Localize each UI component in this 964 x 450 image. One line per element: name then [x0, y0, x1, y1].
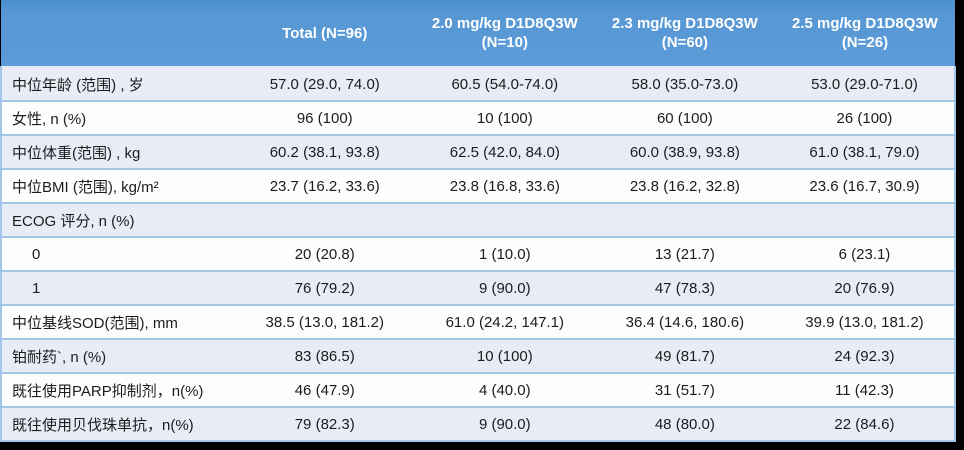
data-table: Total (N=96) 2.0 mg/kg D1D8Q3W (N=10) 2.3 m… [0, 0, 957, 442]
cell-value: 57.0 (29.0, 74.0) [234, 66, 415, 101]
cell-value: 62.5 (42.0, 84.0) [414, 134, 595, 169]
table-row: 中位BMI (范围), kg/m² 23.7 (16.2, 33.6) 23.8 (… [0, 168, 957, 203]
row-label: 铂耐药`, n (%) [0, 338, 235, 373]
baseline-characteristics-table: Total (N=96) 2.0 mg/kg D1D8Q3W (N=10) 2.3 m… [0, 0, 957, 442]
cell-value: 46 (47.9) [234, 372, 415, 407]
cell-value: 60.2 (38.1, 93.8) [234, 134, 415, 169]
cell-value: 10 (100) [414, 100, 595, 135]
cell-value: 60.5 (54.0-74.0) [414, 66, 595, 101]
cell-value: 20 (76.9) [774, 270, 957, 305]
cell-value: 49 (81.7) [594, 338, 775, 373]
cell-value: 39.9 (13.0, 181.2) [774, 304, 957, 339]
cell-value: 6 (23.1) [774, 236, 957, 271]
table-row: ECOG 评分, n (%) [0, 202, 957, 237]
cell-value: 24 (92.3) [774, 338, 957, 373]
table-row: 中位体重(范围) , kg 60.2 (38.1, 93.8) 62.5 (42.0… [0, 134, 957, 169]
table-row: 既往使用PARP抑制剂，n(%) 46 (47.9) 4 (40.0) 31 (51.… [0, 372, 957, 407]
cell-value: 79 (82.3) [234, 406, 415, 442]
cell-value [414, 202, 595, 237]
cell-value: 22 (84.6) [774, 406, 957, 442]
cell-value: 60.0 (38.9, 93.8) [594, 134, 775, 169]
cell-value: 47 (78.3) [594, 270, 775, 305]
table-head: Total (N=96) 2.0 mg/kg D1D8Q3W (N=10) 2.3 m… [1, 0, 955, 67]
row-label: 中位年龄 (范围) , 岁 [0, 66, 235, 101]
row-label: 1 [0, 270, 235, 305]
cell-value: 53.0 (29.0-71.0) [774, 66, 957, 101]
cell-value: 61.0 (24.2, 147.1) [414, 304, 595, 339]
cell-value: 36.4 (14.6, 180.6) [594, 304, 775, 339]
cell-value: 23.7 (16.2, 33.6) [234, 168, 415, 203]
cell-value: 4 (40.0) [414, 372, 595, 407]
header-line2: (N=10) [481, 34, 528, 51]
table-body: 中位年龄 (范围) , 岁 57.0 (29.0, 74.0) 60.5 (54.0… [0, 66, 957, 442]
table-row: 铂耐药`, n (%) 83 (86.5) 10 (100) 49 (81.7) 24 … [0, 338, 957, 373]
cell-value: 13 (21.7) [594, 236, 775, 271]
table-row: 女性, n (%) 96 (100) 10 (100) 60 (100) 26 (100… [0, 100, 957, 135]
cell-value: 48 (80.0) [594, 406, 775, 442]
cell-value: 38.5 (13.0, 181.2) [234, 304, 415, 339]
header-cell-group: 2.0 mg/kg D1D8Q3W (N=10) [414, 0, 595, 67]
row-label: 中位BMI (范围), kg/m² [0, 168, 235, 203]
cell-value [774, 202, 957, 237]
table-header-row: Total (N=96) 2.0 mg/kg D1D8Q3W (N=10) 2.3 m… [1, 0, 955, 67]
header-line2: (N=60) [661, 34, 709, 51]
row-label: 既往使用贝伐珠单抗，n(%) [0, 406, 235, 442]
row-label: 既往使用PARP抑制剂，n(%) [0, 372, 235, 407]
header-line1: 2.5 mg/kg D1D8Q3W [792, 15, 938, 32]
header-cell-row-label [1, 0, 235, 67]
header-line1: 2.3 mg/kg D1D8Q3W [611, 15, 758, 32]
cell-value: 1 (10.0) [414, 236, 595, 271]
cell-value: 20 (20.8) [234, 236, 415, 271]
cell-value: 9 (90.0) [414, 406, 595, 442]
cell-value: 96 (100) [234, 100, 415, 135]
table-row: 1 76 (79.2) 9 (90.0) 47 (78.3) 20 (76.9) [0, 270, 957, 305]
cell-value: 58.0 (35.0-73.0) [594, 66, 775, 101]
cell-value: 60 (100) [594, 100, 775, 135]
cell-value: 26 (100) [774, 100, 957, 135]
row-label: 0 [0, 236, 235, 271]
cell-value: 10 (100) [414, 338, 595, 373]
cell-value: 31 (51.7) [594, 372, 775, 407]
cell-value: 76 (79.2) [234, 270, 415, 305]
header-line1: Total (N=96) [282, 24, 368, 42]
cell-value [234, 202, 415, 237]
header-line2: (N=26) [841, 34, 889, 51]
header-cell-group: 2.3 mg/kg D1D8Q3W (N=60) [594, 0, 775, 67]
cell-value [594, 202, 775, 237]
header-cell-group: Total (N=96) [234, 0, 415, 67]
table-row: 中位基线SOD(范围), mm 38.5 (13.0, 181.2) 61.0 (2… [0, 304, 957, 339]
row-label: 中位体重(范围) , kg [0, 134, 235, 169]
cell-value: 23.6 (16.7, 30.9) [774, 168, 957, 203]
cell-value: 83 (86.5) [234, 338, 415, 373]
header-cell-group: 2.5 mg/kg D1D8Q3W (N=26) [774, 0, 955, 67]
cell-value: 9 (90.0) [414, 270, 595, 305]
table-row: 既往使用贝伐珠单抗，n(%) 79 (82.3) 9 (90.0) 48 (80.0)… [0, 406, 957, 442]
cell-value: 61.0 (38.1, 79.0) [774, 134, 957, 169]
table-row: 中位年龄 (范围) , 岁 57.0 (29.0, 74.0) 60.5 (54.0… [0, 66, 957, 101]
row-label: 女性, n (%) [0, 100, 235, 135]
cell-value: 11 (42.3) [774, 372, 957, 407]
header-line1: 2.0 mg/kg D1D8Q3W [431, 15, 578, 32]
cell-value: 23.8 (16.2, 32.8) [594, 168, 775, 203]
table-row: 0 20 (20.8) 1 (10.0) 13 (21.7) 6 (23.1) [0, 236, 957, 271]
cell-value: 23.8 (16.8, 33.6) [414, 168, 595, 203]
row-label: 中位基线SOD(范围), mm [0, 304, 235, 339]
row-label: ECOG 评分, n (%) [0, 202, 235, 237]
